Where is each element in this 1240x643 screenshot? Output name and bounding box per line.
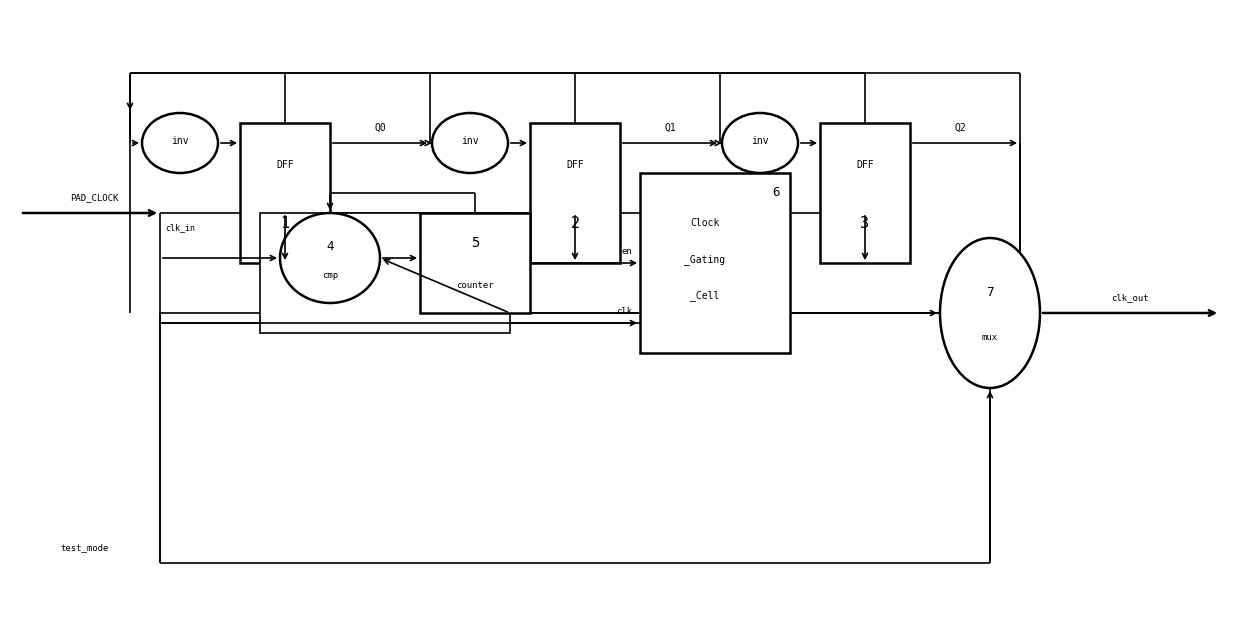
Ellipse shape — [432, 113, 508, 173]
Text: _Gating: _Gating — [684, 254, 725, 265]
Bar — [420, 213, 529, 313]
Text: 4: 4 — [326, 239, 334, 253]
Bar — [529, 123, 620, 263]
Text: 6: 6 — [773, 186, 780, 199]
Text: PAD_CLOCK: PAD_CLOCK — [69, 194, 118, 203]
Text: 3: 3 — [861, 216, 869, 231]
Text: 7: 7 — [986, 287, 993, 300]
Text: cmp: cmp — [322, 271, 339, 280]
Text: 1: 1 — [280, 216, 290, 231]
Text: en: en — [621, 246, 632, 255]
Text: DFF: DFF — [856, 160, 874, 170]
Bar — [640, 173, 790, 353]
Text: inv: inv — [751, 136, 769, 146]
Text: clk_in: clk_in — [165, 224, 195, 233]
Text: DFF: DFF — [567, 160, 584, 170]
Ellipse shape — [722, 113, 799, 173]
Text: 2: 2 — [570, 216, 579, 231]
Bar — [260, 213, 510, 333]
Text: Q0: Q0 — [374, 123, 386, 133]
Text: clk_out: clk_out — [1111, 293, 1148, 302]
Bar — [820, 123, 910, 263]
Text: Clock: Clock — [691, 219, 719, 228]
Text: DFF: DFF — [277, 160, 294, 170]
Bar — [241, 123, 330, 263]
Ellipse shape — [280, 213, 379, 303]
Text: test_mode: test_mode — [60, 543, 108, 552]
Ellipse shape — [940, 238, 1040, 388]
Ellipse shape — [143, 113, 218, 173]
Text: Q2: Q2 — [954, 123, 966, 133]
Text: _Cell: _Cell — [691, 290, 719, 301]
Text: counter: counter — [456, 280, 494, 289]
Text: clk: clk — [616, 307, 632, 316]
Text: 5: 5 — [471, 236, 479, 250]
Text: inv: inv — [171, 136, 188, 146]
Text: inv: inv — [461, 136, 479, 146]
Text: mux: mux — [982, 334, 998, 343]
Text: Q1: Q1 — [665, 123, 676, 133]
